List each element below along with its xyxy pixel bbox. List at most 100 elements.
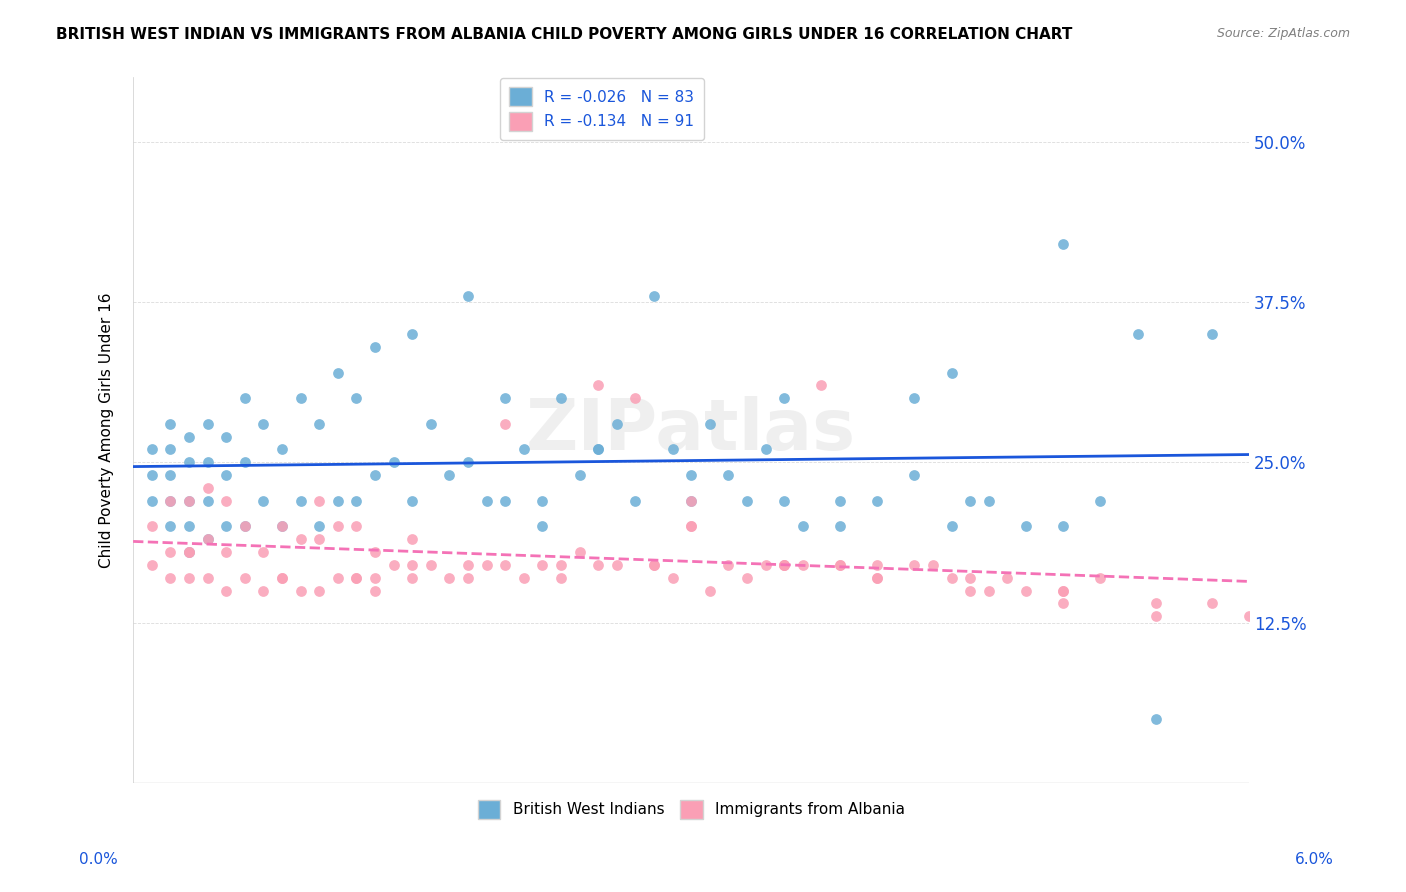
Point [699,417,721,431]
Point [494,391,516,405]
Point [159,519,181,533]
Point [1052,237,1074,252]
Point [773,558,796,572]
Point [1237,609,1260,624]
Point [215,493,238,508]
Point [643,288,665,302]
Point [828,493,851,508]
Point [681,468,703,483]
Point [494,558,516,572]
Point [959,583,981,598]
Point [1015,583,1038,598]
Point [252,545,274,559]
Point [643,558,665,572]
Point [754,558,776,572]
Point [233,519,256,533]
Point [233,455,256,469]
Point [290,391,312,405]
Point [401,571,423,585]
Point [531,493,554,508]
Point [197,493,219,508]
Point [903,391,925,405]
Point [494,417,516,431]
Point [661,442,683,457]
Point [1201,596,1223,610]
Point [177,545,200,559]
Point [233,391,256,405]
Point [252,493,274,508]
Point [959,571,981,585]
Point [531,519,554,533]
Point [1090,493,1112,508]
Point [141,493,163,508]
Point [512,442,534,457]
Point [177,545,200,559]
Point [717,558,740,572]
Point [290,583,312,598]
Point [197,571,219,585]
Point [177,519,200,533]
Point [941,366,963,380]
Point [1144,596,1167,610]
Y-axis label: Child Poverty Among Girls Under 16: Child Poverty Among Girls Under 16 [100,293,114,568]
Legend: British West Indians, Immigrants from Albania: British West Indians, Immigrants from Al… [471,794,911,825]
Point [475,558,498,572]
Point [271,519,294,533]
Point [586,378,609,392]
Point [941,519,963,533]
Point [1015,519,1038,533]
Point [977,583,1000,598]
Point [810,378,832,392]
Point [977,493,1000,508]
Point [215,430,238,444]
Point [606,558,628,572]
Point [531,558,554,572]
Point [661,571,683,585]
Point [735,571,758,585]
Point [735,493,758,508]
Point [624,493,647,508]
Point [382,455,405,469]
Point [159,417,181,431]
Text: 6.0%: 6.0% [1295,852,1334,867]
Point [959,493,981,508]
Point [271,571,294,585]
Point [457,455,479,469]
Point [1126,326,1149,341]
Point [550,558,572,572]
Point [364,468,387,483]
Point [344,571,367,585]
Point [828,519,851,533]
Point [792,519,814,533]
Point [828,558,851,572]
Point [1144,712,1167,726]
Point [326,519,349,533]
Point [141,442,163,457]
Point [401,493,423,508]
Point [568,545,591,559]
Point [177,430,200,444]
Point [290,533,312,547]
Text: 0.0%: 0.0% [79,852,118,867]
Point [941,571,963,585]
Point [364,545,387,559]
Point [197,455,219,469]
Point [457,288,479,302]
Point [903,468,925,483]
Point [995,571,1018,585]
Point [308,493,330,508]
Point [866,558,889,572]
Point [1201,326,1223,341]
Point [1052,583,1074,598]
Point [419,558,441,572]
Point [717,468,740,483]
Point [141,558,163,572]
Point [773,493,796,508]
Point [308,583,330,598]
Point [177,571,200,585]
Point [568,468,591,483]
Point [252,583,274,598]
Point [439,468,461,483]
Point [252,417,274,431]
Point [344,391,367,405]
